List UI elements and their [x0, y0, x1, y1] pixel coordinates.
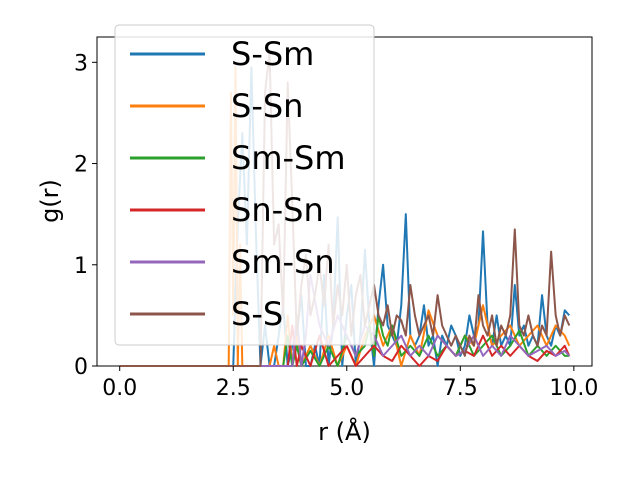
x-tick-label: 10.0: [549, 376, 598, 401]
x-axis: 0.0 2.5 5.0 7.5 10.0: [102, 366, 598, 401]
x-tick-label: 5.0: [329, 376, 364, 401]
legend-label-2: Sm-Sm: [231, 139, 346, 177]
legend-label-3: Sn-Sn: [231, 191, 324, 229]
y-tick-label: 2: [74, 153, 88, 178]
legend: S-Sm S-Sn Sm-Sm Sn-Sn Sm-Sn S-S: [114, 24, 375, 346]
y-tick-label: 3: [74, 51, 88, 76]
x-tick-label: 0.0: [102, 376, 137, 401]
y-axis-label: g(r): [36, 179, 64, 223]
y-tick-label: 0: [74, 355, 88, 380]
legend-label-5: S-S: [231, 295, 283, 333]
legend-label-0: S-Sm: [231, 35, 314, 73]
legend-label-1: S-Sn: [231, 87, 303, 125]
legend-label-4: Sm-Sn: [231, 243, 335, 281]
y-tick-label: 1: [74, 254, 88, 279]
x-axis-label: r (Å): [318, 417, 371, 446]
y-axis: 0 1 2 3: [74, 51, 97, 380]
x-tick-label: 2.5: [216, 376, 251, 401]
x-tick-label: 7.5: [443, 376, 478, 401]
